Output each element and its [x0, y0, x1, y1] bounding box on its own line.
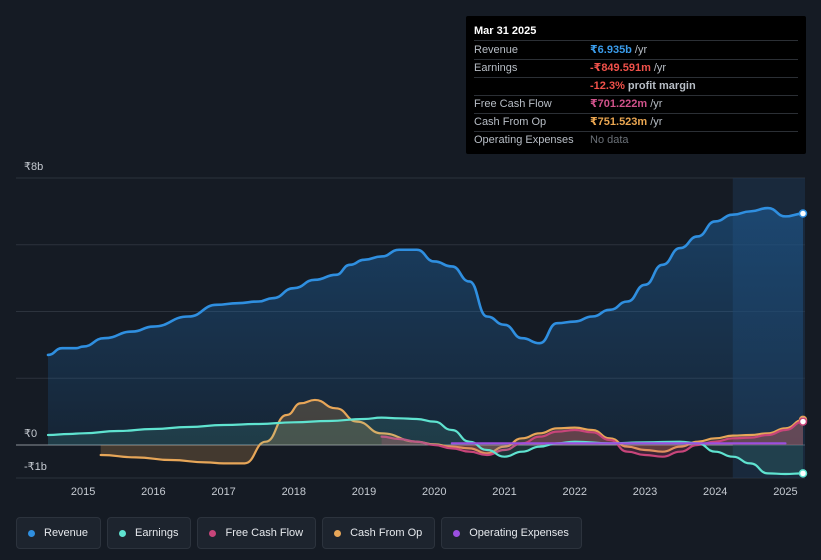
chart-legend: Revenue Earnings Free Cash Flow Cash From O… [16, 517, 582, 549]
legend-item-earnings[interactable]: Earnings [107, 517, 192, 549]
x-axis-label: 2019 [352, 486, 376, 498]
x-axis-label: 2021 [492, 486, 516, 498]
y-axis-label: ₹8b [24, 161, 43, 173]
tooltip-row: -12.3% profit margin [474, 78, 798, 96]
data-tooltip: Mar 31 2025 Revenue ₹6.935b/yr Earnings -₹8… [466, 16, 806, 154]
legend-label: Revenue [44, 527, 89, 539]
tooltip-row: Operating Expenses No data [474, 132, 798, 149]
tooltip-label: Cash From Op [474, 116, 547, 128]
tooltip-unit: profit margin [627, 80, 696, 92]
revenue-line [46, 206, 805, 357]
free-cash-flow-endpoint [798, 417, 808, 426]
x-axis-label: 2024 [703, 486, 727, 498]
legend-item-revenue[interactable]: Revenue [16, 517, 102, 549]
revenue-area [48, 208, 803, 445]
cash-from-op-area [100, 399, 803, 464]
tooltip-value: -12.3% [590, 80, 625, 92]
legend-dot-icon [119, 529, 127, 537]
earnings-endpoint [798, 469, 808, 478]
tooltip-row: Free Cash Flow ₹701.222m/yr [474, 96, 798, 114]
legend-label: Earnings [135, 527, 179, 539]
tooltip-date: Mar 31 2025 [474, 22, 798, 41]
tooltip-unit: /yr [650, 116, 663, 128]
free-cash-flow-line [380, 420, 805, 458]
tooltip-value: ₹751.523m [590, 116, 648, 128]
legend-label: Operating Expenses [469, 527, 569, 539]
legend-label: Free Cash Flow [225, 527, 304, 539]
tooltip-unit: /yr [653, 62, 667, 74]
x-axis-label: 2025 [773, 486, 797, 498]
earnings-line [46, 416, 805, 476]
legend-label: Cash From Op [350, 527, 423, 539]
revenue-endpoint [798, 209, 808, 218]
tooltip-value: ₹6.935b [590, 44, 632, 56]
free-cash-flow-area [381, 421, 803, 457]
tooltip-value: No data [590, 134, 629, 146]
x-axis-label: 2023 [633, 486, 657, 498]
legend-item-cash-from-op[interactable]: Cash From Op [322, 517, 436, 549]
tooltip-label: Operating Expenses [474, 134, 574, 146]
tooltip-value: ₹701.222m [590, 98, 648, 110]
x-axis-label: 2018 [282, 486, 306, 498]
tooltip-row: Earnings -₹849.591m/yr [474, 60, 798, 78]
y-axis-label: ₹0 [24, 428, 37, 440]
x-axis-label: 2016 [141, 486, 165, 498]
tooltip-label: Revenue [474, 44, 519, 56]
x-axis-label: 2015 [71, 486, 95, 498]
financials-chart: ₹8b ₹0 -₹1b 2015 2016 2017 2018 2019 2020 2021 202… [16, 161, 808, 498]
legend-dot-icon [209, 529, 217, 537]
tooltip-unit: /yr [650, 98, 663, 110]
legend-dot-icon [453, 529, 461, 537]
legend-item-free-cash-flow[interactable]: Free Cash Flow [197, 517, 317, 549]
x-axis-label: 2017 [211, 486, 235, 498]
tooltip-label: Earnings [474, 62, 518, 74]
legend-dot-icon [28, 529, 35, 537]
legend-item-operating-expenses[interactable]: Operating Expenses [441, 517, 582, 549]
tooltip-value: -₹849.591m [590, 62, 651, 74]
earnings-area [48, 417, 803, 475]
legend-dot-icon [334, 529, 342, 537]
x-axis-label: 2022 [563, 486, 587, 498]
y-axis-label: -₹1b [24, 461, 47, 473]
x-axis-label: 2020 [422, 486, 446, 498]
tooltip-label [474, 78, 590, 95]
tooltip-label: Free Cash Flow [474, 98, 552, 110]
tooltip-row: Revenue ₹6.935b/yr [474, 42, 798, 60]
tooltip-row: Cash From Op ₹751.523m/yr [474, 114, 798, 132]
cash-from-op-line [99, 398, 805, 465]
tooltip-unit: /yr [634, 44, 648, 56]
